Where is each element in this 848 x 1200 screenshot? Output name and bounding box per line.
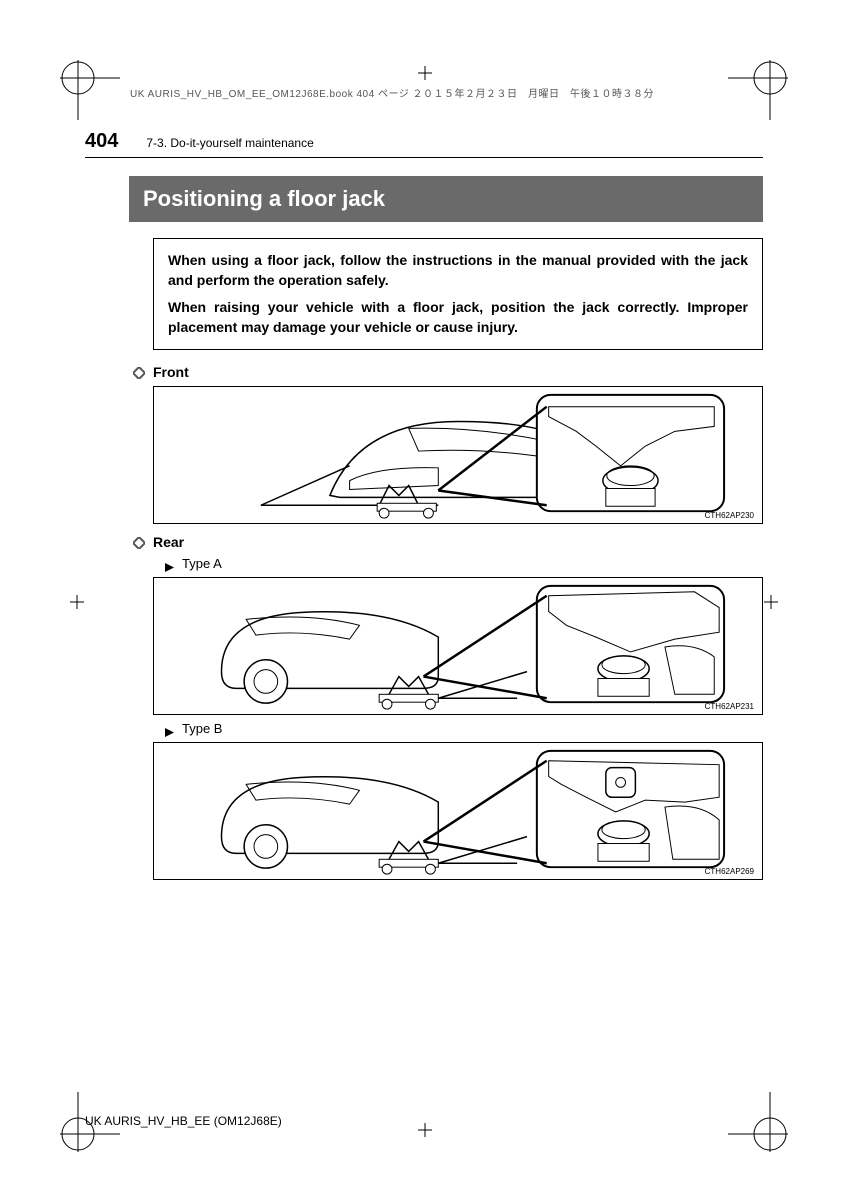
footer-document-id: UK AURIS_HV_HB_EE (OM12J68E) [85, 1114, 282, 1128]
subhead-rear: Rear [133, 534, 763, 550]
typehead-b: Type B [165, 721, 763, 736]
diamond-icon [133, 366, 145, 378]
figure-rear-b-id: CTH62AP269 [705, 867, 754, 876]
triangle-icon [165, 559, 174, 568]
subhead-rear-label: Rear [153, 534, 184, 550]
callout-para-2: When raising your vehicle with a floor j… [168, 298, 748, 337]
subhead-front-label: Front [153, 364, 189, 380]
type-b-label: Type B [182, 721, 222, 736]
callout-para-1: When using a floor jack, follow the inst… [168, 251, 748, 290]
page-number: 404 [85, 130, 118, 153]
figure-rear-b: CTH62AP269 [153, 742, 763, 880]
figure-rear-a-id: CTH62AP231 [705, 702, 754, 711]
diamond-icon [133, 536, 145, 548]
book-header-meta: UK AURIS_HV_HB_OM_EE_OM12J68E.book 404 ペ… [130, 85, 763, 100]
section-title: Positioning a floor jack [129, 176, 763, 222]
content-area: Positioning a floor jack When using a fl… [85, 176, 763, 880]
instruction-callout: When using a floor jack, follow the inst… [153, 238, 763, 350]
section-label: 7-3. Do-it-yourself maintenance [146, 136, 313, 150]
triangle-icon [165, 724, 174, 733]
page-body: UK AURIS_HV_HB_OM_EE_OM12J68E.book 404 ペ… [0, 0, 848, 1200]
subhead-front: Front [133, 364, 763, 380]
figure-front: CTH62AP230 [153, 386, 763, 524]
page-header: 404 7-3. Do-it-yourself maintenance [85, 130, 763, 158]
type-a-label: Type A [182, 556, 222, 571]
typehead-a: Type A [165, 556, 763, 571]
figure-rear-a: CTH62AP231 [153, 577, 763, 715]
figure-front-id: CTH62AP230 [705, 511, 754, 520]
